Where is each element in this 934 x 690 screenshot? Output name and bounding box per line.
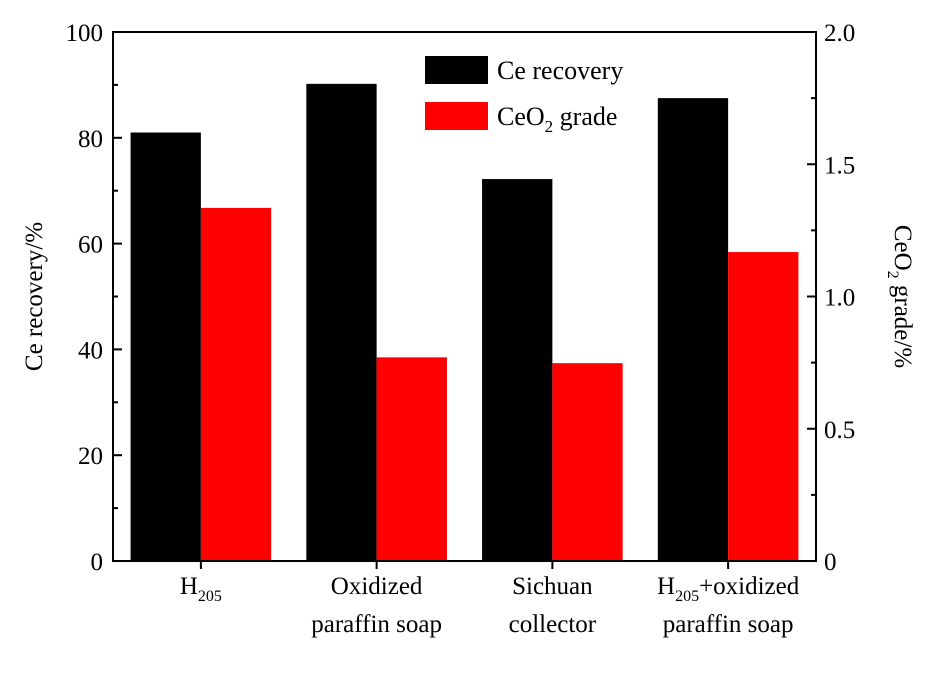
right-tick-label: 0.5 bbox=[824, 417, 855, 444]
bar-ce-recovery-h205 bbox=[130, 132, 201, 561]
x-tick-label-sichuan-collector: collector bbox=[509, 611, 597, 638]
legend-label-ceo2-grade: CeO2 grade bbox=[497, 102, 617, 136]
x-tick-label-oxidized-paraffin-soap: Oxidized bbox=[331, 573, 423, 600]
x-tick-label-oxidized-paraffin-soap: paraffin soap bbox=[311, 611, 442, 638]
left-tick-label: 40 bbox=[78, 337, 103, 364]
left-tick-label: 80 bbox=[78, 126, 103, 153]
bars-group bbox=[130, 83, 799, 561]
right-tick-label: 2.0 bbox=[824, 20, 855, 47]
x-tick-label-sichuan-collector: Sichuan bbox=[512, 573, 593, 600]
left-axis-title: Ce recovery/% bbox=[21, 222, 48, 371]
x-tick-label-h205-oxidized-paraffin-soap: paraffin soap bbox=[663, 611, 794, 638]
legend-label-ce-recovery: Ce recovery bbox=[497, 56, 623, 85]
legend-swatch-ce-recovery bbox=[425, 56, 488, 84]
legend-swatch-ceo2-grade bbox=[425, 102, 488, 130]
right-axis: 0 0.5 1.0 1.5 2.0 bbox=[807, 20, 855, 576]
x-axis: H205 Oxidized paraffin soap Sichuan collecto… bbox=[180, 561, 800, 638]
x-tick-label-h205: H205 bbox=[180, 573, 222, 605]
bar-ceo2-grade-h205-oxidized-paraffin-soap bbox=[728, 252, 799, 561]
bar-ce-recovery-h205-oxidized-paraffin-soap bbox=[657, 98, 729, 561]
right-tick-label: 1.5 bbox=[824, 152, 855, 179]
left-tick-label: 0 bbox=[91, 549, 104, 576]
bar-ce-recovery-sichuan-collector bbox=[482, 179, 553, 561]
left-tick-label: 20 bbox=[78, 443, 103, 470]
left-tick-label: 100 bbox=[66, 20, 104, 47]
bar-ceo2-grade-sichuan-collector bbox=[552, 363, 623, 561]
legend: Ce recovery CeO2 grade bbox=[425, 56, 623, 136]
right-tick-label: 1.0 bbox=[824, 285, 855, 312]
x-tick-label-h205-oxidized-paraffin-soap: H205+oxidized bbox=[657, 573, 800, 605]
right-tick-label: 0 bbox=[824, 549, 837, 576]
bar-ce-recovery-oxidized-paraffin-soap bbox=[306, 83, 377, 561]
left-axis: 0 20 40 60 80 100 bbox=[66, 20, 122, 576]
left-tick-label: 60 bbox=[78, 232, 103, 259]
bar-ceo2-grade-h205 bbox=[200, 207, 272, 561]
right-axis-title: CeO2 grade/% bbox=[884, 225, 916, 368]
bar-ceo2-grade-oxidized-paraffin-soap bbox=[376, 357, 447, 561]
